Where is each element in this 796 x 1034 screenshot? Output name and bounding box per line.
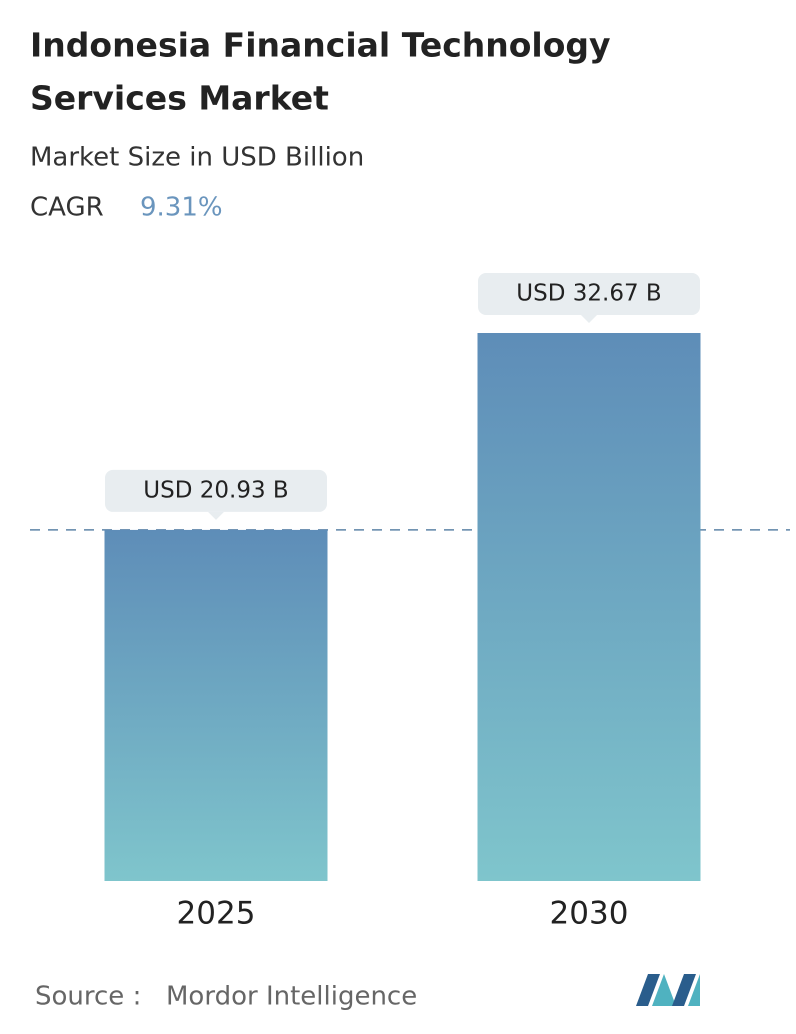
bar	[477, 333, 701, 881]
logo	[636, 974, 700, 1006]
source: Mordor Intelligence	[166, 982, 417, 1012]
label-bubble	[105, 469, 327, 512]
bar	[104, 529, 328, 881]
chart-title: Services Market	[30, 79, 329, 118]
cagr-label: CAGR	[30, 193, 104, 223]
value-label: USD 32.67 B	[516, 281, 661, 307]
value-label: USD 20.93 B	[143, 477, 288, 503]
x-tick-label: 2025	[177, 896, 256, 932]
cagr-value: 9.31%	[140, 193, 223, 223]
source-label: Source :	[35, 982, 141, 1012]
label-pointer	[581, 315, 597, 323]
subtitle: Market Size in USD Billion	[30, 143, 364, 173]
label-pointer	[208, 511, 224, 520]
label-bubble	[478, 273, 700, 315]
x-tick-label: 2030	[550, 896, 629, 932]
chart-title: Indonesia Financial Technology	[30, 26, 611, 65]
